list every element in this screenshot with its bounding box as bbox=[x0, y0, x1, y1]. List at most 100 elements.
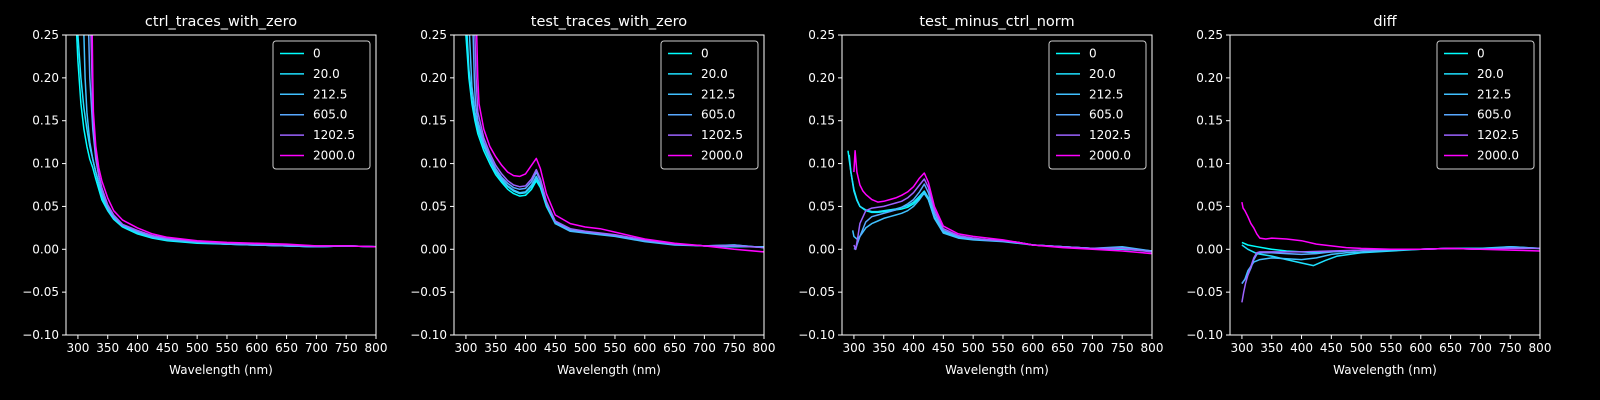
legend-label-5: 2000.0 bbox=[1089, 149, 1131, 163]
y-tick-label: 0.20 bbox=[1196, 71, 1223, 85]
y-tick-label: 0.25 bbox=[32, 28, 59, 42]
x-tick-label: 600 bbox=[1409, 341, 1432, 355]
x-tick-label: 400 bbox=[126, 341, 149, 355]
legend-label-4: 1202.5 bbox=[313, 128, 355, 142]
y-tick-label: −0.05 bbox=[1186, 285, 1223, 299]
series-line-3 bbox=[1241, 246, 1540, 285]
chart-title: ctrl_traces_with_zero bbox=[145, 14, 297, 30]
x-tick-label: 350 bbox=[872, 341, 895, 355]
legend-label-1: 20.0 bbox=[313, 67, 340, 81]
x-tick-label: 300 bbox=[66, 341, 89, 355]
x-tick-label: 650 bbox=[1439, 341, 1462, 355]
x-tick-label: 400 bbox=[902, 341, 925, 355]
y-tick-label: 0.15 bbox=[420, 114, 447, 128]
x-tick-label: 550 bbox=[1380, 341, 1403, 355]
legend-box bbox=[1048, 40, 1147, 170]
y-tick-label: −0.10 bbox=[798, 328, 835, 342]
series-line-5 bbox=[475, 35, 764, 253]
x-tick-label: 650 bbox=[275, 341, 298, 355]
y-tick-label: 0.00 bbox=[1196, 242, 1223, 256]
legend-box bbox=[272, 40, 371, 170]
x-tick-label: 800 bbox=[365, 341, 388, 355]
chart-panel-0: 300 350 400 450 500 550 600 650 700 750 800 −0.10 −0… bbox=[22, 14, 387, 377]
legend-label-2: 212.5 bbox=[1089, 87, 1123, 101]
legend-label-1: 20.0 bbox=[701, 67, 728, 81]
x-tick-label: 450 bbox=[1320, 341, 1343, 355]
y-tick-label: 0.25 bbox=[420, 28, 447, 42]
y-tick-label: 0.05 bbox=[32, 199, 59, 213]
axes-frame bbox=[841, 34, 1153, 336]
chart-title: test_traces_with_zero bbox=[531, 14, 688, 30]
x-axis-label: Wavelength (nm) bbox=[945, 363, 1049, 377]
y-tick-label: 0.25 bbox=[1196, 28, 1223, 42]
legend-label-3: 605.0 bbox=[1477, 108, 1511, 122]
x-tick-label: 700 bbox=[1469, 341, 1492, 355]
x-tick-label: 300 bbox=[454, 341, 477, 355]
x-tick-label: 450 bbox=[932, 341, 955, 355]
y-tick-label: 0.15 bbox=[32, 114, 59, 128]
legend-label-1: 20.0 bbox=[1477, 67, 1504, 81]
y-tick-label: −0.05 bbox=[22, 285, 59, 299]
x-tick-label: 350 bbox=[484, 341, 507, 355]
series-line-2 bbox=[468, 35, 764, 249]
series-group bbox=[1241, 201, 1540, 303]
legend-label-4: 1202.5 bbox=[1477, 128, 1519, 142]
series-line-4 bbox=[474, 35, 764, 249]
legend-label-3: 605.0 bbox=[313, 108, 347, 122]
x-tick-label: 450 bbox=[156, 341, 179, 355]
y-tick-label: 0.15 bbox=[808, 114, 835, 128]
legend: 0 20.0 212.5 605.0 1202.5 2000.0 bbox=[1436, 40, 1535, 170]
x-tick-label: 450 bbox=[544, 341, 567, 355]
chart-panel-2: 300 350 400 450 500 550 600 650 700 750 800 −0.10 −0… bbox=[798, 14, 1163, 377]
legend: 0 20.0 212.5 605.0 1202.5 2000.0 bbox=[272, 40, 371, 170]
x-tick-label: 500 bbox=[1350, 341, 1373, 355]
y-tick-label: 0.00 bbox=[808, 242, 835, 256]
legend: 0 20.0 212.5 605.0 1202.5 2000.0 bbox=[1048, 40, 1147, 170]
legend-label-2: 212.5 bbox=[313, 87, 347, 101]
x-tick-label: 650 bbox=[663, 341, 686, 355]
y-tick-label: 0.10 bbox=[420, 157, 447, 171]
legend-label-4: 1202.5 bbox=[1089, 128, 1131, 142]
y-tick-label: −0.10 bbox=[22, 328, 59, 342]
axes-frame bbox=[65, 34, 377, 336]
y-tick-label: 0.05 bbox=[420, 199, 447, 213]
y-tick-label: 0.20 bbox=[808, 71, 835, 85]
y-tick-label: 0.05 bbox=[808, 199, 835, 213]
x-tick-label: 350 bbox=[96, 341, 119, 355]
x-tick-label: 600 bbox=[1021, 341, 1044, 355]
y-tick-label: 0.05 bbox=[1196, 199, 1223, 213]
chart-title: test_minus_ctrl_norm bbox=[919, 14, 1074, 30]
legend-label-2: 212.5 bbox=[1477, 87, 1511, 101]
series-group bbox=[465, 35, 764, 253]
series-line-5 bbox=[91, 35, 376, 248]
legend-label-0: 0 bbox=[1089, 47, 1097, 61]
legend-label-4: 1202.5 bbox=[701, 128, 743, 142]
x-tick-label: 700 bbox=[305, 341, 328, 355]
y-tick-label: 0.20 bbox=[420, 71, 447, 85]
y-tick-label: −0.10 bbox=[410, 328, 447, 342]
y-tick-label: 0.20 bbox=[32, 71, 59, 85]
x-tick-label: 700 bbox=[1081, 341, 1104, 355]
x-tick-label: 750 bbox=[1111, 341, 1134, 355]
series-line-4 bbox=[853, 178, 1152, 253]
x-tick-label: 800 bbox=[753, 341, 776, 355]
x-tick-label: 750 bbox=[335, 341, 358, 355]
legend-label-0: 0 bbox=[1477, 47, 1485, 61]
legend-box bbox=[1436, 40, 1535, 170]
y-tick-label: −0.05 bbox=[798, 285, 835, 299]
x-tick-label: 550 bbox=[604, 341, 627, 355]
legend-label-0: 0 bbox=[313, 47, 321, 61]
x-tick-label: 550 bbox=[216, 341, 239, 355]
y-tick-label: 0.00 bbox=[32, 242, 59, 256]
series-line-4 bbox=[1241, 247, 1540, 303]
y-tick-label: 0.10 bbox=[1196, 157, 1223, 171]
x-tick-label: 350 bbox=[1260, 341, 1283, 355]
legend-label-3: 605.0 bbox=[1089, 108, 1123, 122]
x-tick-label: 600 bbox=[245, 341, 268, 355]
series-line-2 bbox=[851, 191, 1152, 252]
legend-box bbox=[660, 40, 759, 170]
y-tick-label: −0.10 bbox=[1186, 328, 1223, 342]
legend-label-5: 2000.0 bbox=[1477, 149, 1519, 163]
x-tick-label: 300 bbox=[1230, 341, 1253, 355]
